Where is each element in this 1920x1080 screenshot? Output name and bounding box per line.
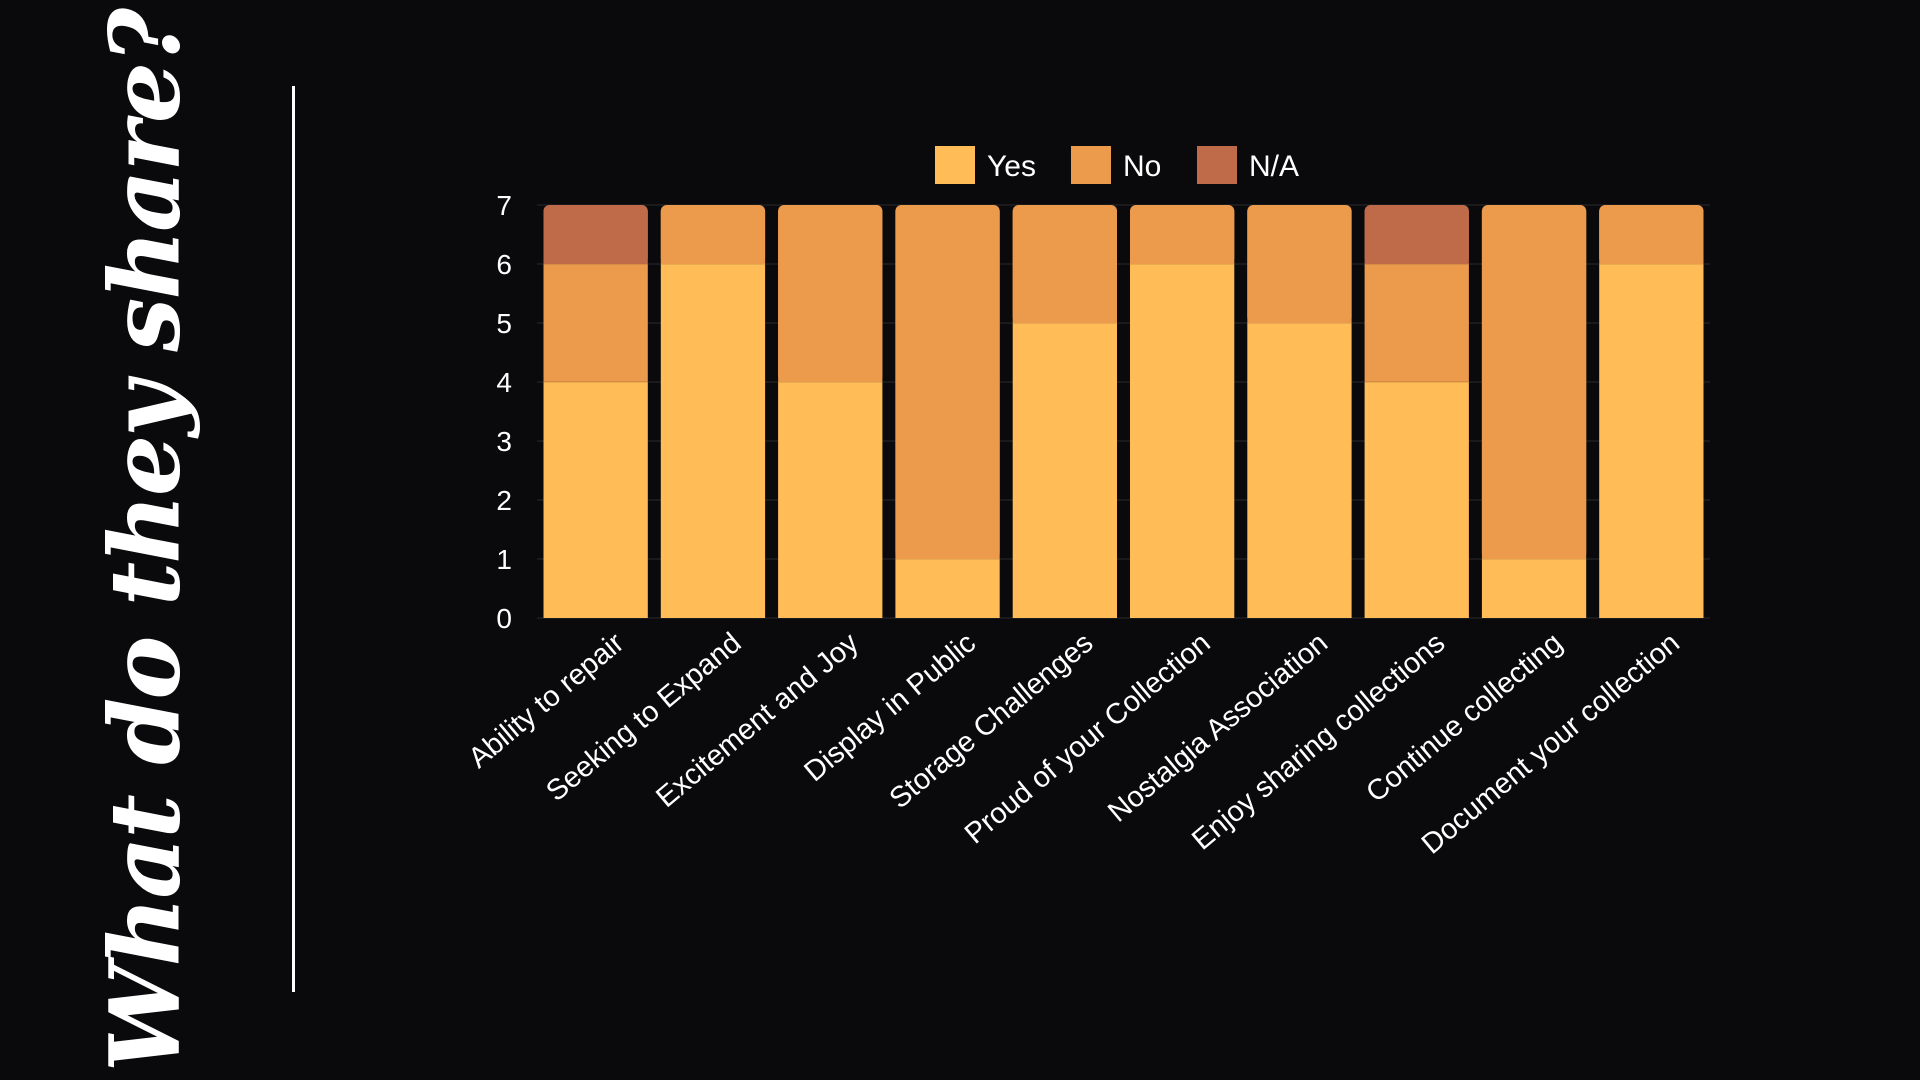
bar-segment-yes-9 [1481, 559, 1587, 618]
bar-segment-fill [1247, 211, 1352, 323]
legend-label: Yes [987, 150, 1036, 183]
legend-swatch-yes [935, 146, 975, 184]
bar-segment-yes-10 [1599, 264, 1704, 618]
x-category-label: Seeking to Expand [540, 627, 747, 808]
x-category-label: Nostalgia Association [1102, 627, 1334, 829]
bar-segment-yes-6 [1130, 264, 1235, 618]
x-category-label: Storage Challenges [884, 627, 1100, 815]
x-category-label: Excitement and Joy [650, 627, 865, 815]
legend-label: N/A [1249, 150, 1299, 183]
bar-segment-fill [543, 211, 648, 264]
y-tick-label: 1 [496, 544, 512, 575]
bar-segment-fill [1012, 211, 1117, 323]
bar-segment-fill [660, 211, 766, 264]
bar-segment-fill [1364, 211, 1469, 264]
bar-segment-fill [1599, 211, 1704, 264]
y-tick-label: 7 [496, 190, 512, 221]
y-tick-label: 5 [496, 308, 512, 339]
y-tick-label: 3 [496, 426, 512, 457]
bars [543, 205, 1704, 618]
bar-segment-fill [778, 211, 883, 382]
bar-segment-yes-8 [1364, 382, 1469, 618]
y-tick-label: 2 [496, 485, 512, 516]
y-axis-ticks: 0 1 2 3 4 5 6 7 [496, 190, 512, 634]
bar-segment-fill [895, 211, 1000, 559]
bar-segment-fill [1130, 211, 1235, 264]
legend-swatch-n-a [1197, 146, 1237, 184]
bar-segment-yes-3 [778, 382, 883, 618]
y-tick-label: 4 [496, 367, 512, 398]
bar-segment-no-1 [543, 264, 648, 382]
bar-segment-no-8 [1364, 264, 1469, 382]
x-category-label: Continue collecting [1360, 627, 1568, 809]
bar-segment-yes-1 [543, 382, 648, 618]
bar-segment-yes-7 [1247, 323, 1352, 618]
legend-swatch-no [1071, 146, 1111, 184]
vertical-divider [292, 86, 295, 992]
y-tick-label: 6 [496, 249, 512, 280]
bar-segment-yes-5 [1012, 323, 1117, 618]
bar-segment-yes-4 [895, 559, 1000, 618]
y-tick-label: 0 [496, 603, 512, 634]
legend-label: No [1123, 150, 1161, 183]
bar-segment-yes-2 [660, 264, 766, 618]
legend: Yes No N/A [935, 146, 1299, 184]
bar-segment-fill [1481, 211, 1587, 559]
